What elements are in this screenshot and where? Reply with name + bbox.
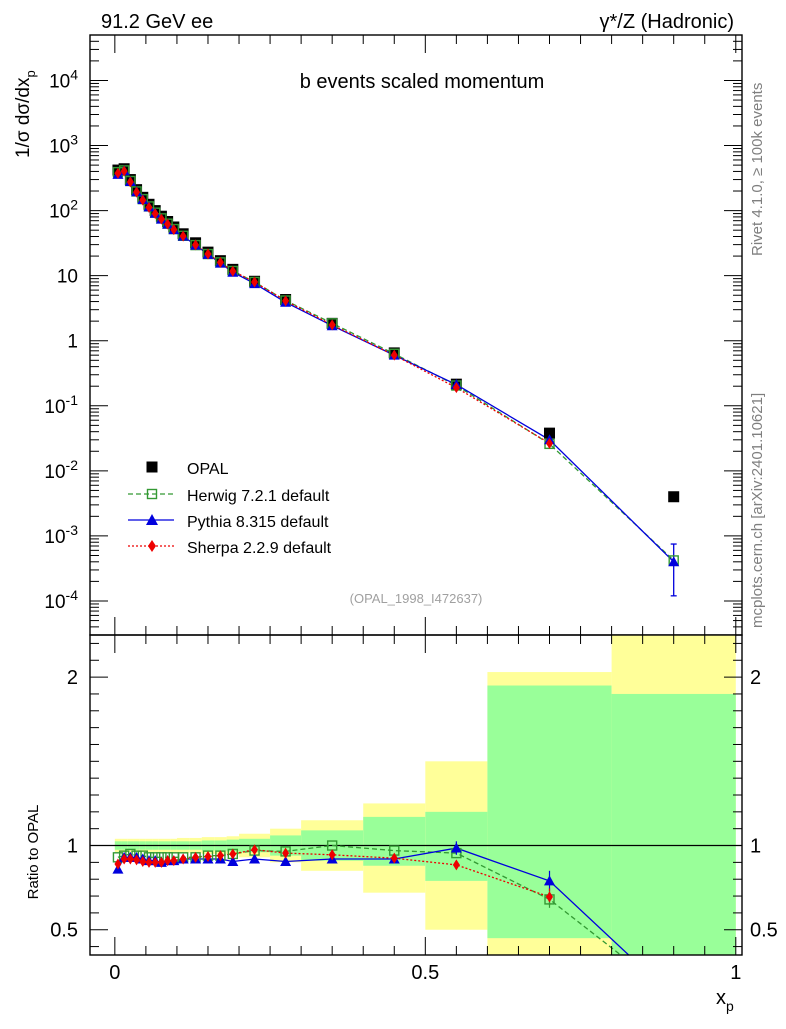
legend-label-opal: OPAL bbox=[187, 461, 229, 478]
ratio-marker-sherpa-16 bbox=[282, 847, 290, 859]
marker-sherpa-18 bbox=[390, 349, 398, 361]
ratio-ytick-label-right: 1 bbox=[750, 836, 761, 858]
marker-sherpa-11 bbox=[192, 239, 200, 251]
header-left: 91.2 GeV ee bbox=[101, 11, 213, 33]
marker-sherpa-20 bbox=[546, 437, 554, 449]
ratio-marker-sherpa-3 bbox=[133, 854, 141, 866]
legend: OPAL Herwig 7.2.1 default Pythia 8.315 def… bbox=[128, 461, 332, 557]
ratio-marker-sherpa-14 bbox=[229, 848, 237, 860]
ratio-y-axis-label: Ratio to OPAL bbox=[25, 805, 42, 900]
ratio-ytick-label-right: 2 bbox=[750, 667, 761, 689]
ratio-marker-pythia-16 bbox=[280, 856, 292, 867]
ratio-ytick-label-left: 2 bbox=[67, 667, 78, 689]
marker-opal-21 bbox=[668, 491, 680, 503]
marker-sherpa-5 bbox=[145, 201, 153, 213]
ratio-marker-sherpa-1 bbox=[120, 853, 128, 865]
legend-label-pythia: Pythia 8.315 default bbox=[187, 514, 329, 531]
ratio-marker-sherpa-8 bbox=[164, 855, 172, 867]
ratio-marker-sherpa-10 bbox=[179, 853, 187, 865]
ratio-marker-pythia-20 bbox=[544, 875, 556, 886]
marker-sherpa-16 bbox=[282, 295, 290, 307]
marker-sherpa-3 bbox=[133, 186, 141, 198]
main-title: b events scaled momentum bbox=[300, 71, 545, 93]
x-axis-label: xp bbox=[716, 987, 734, 1014]
marker-sherpa-7 bbox=[157, 213, 165, 225]
ratio-xtick-label: 0.5 bbox=[411, 962, 439, 984]
ratio-ytick-label-left: 1 bbox=[67, 836, 78, 858]
ratio-frame: 0.5 0.5 1 1 2 2 0 0.5 1 bbox=[50, 634, 778, 984]
main-ytick-label: 104 bbox=[49, 66, 78, 92]
marker-sherpa-17 bbox=[328, 319, 336, 331]
ratio-marker-sherpa-19 bbox=[452, 859, 460, 871]
ratio-marker-sherpa-5 bbox=[145, 856, 153, 868]
ratio-xtick-label: 0 bbox=[109, 962, 120, 984]
main-ytick-label: 10 bbox=[57, 267, 78, 288]
ratio-marker-sherpa-18 bbox=[390, 852, 398, 864]
marker-opal-20 bbox=[544, 427, 556, 439]
marker-sherpa-8 bbox=[164, 218, 172, 230]
ratio-ytick-label-right: 0.5 bbox=[750, 920, 778, 942]
ratio-markers bbox=[112, 840, 556, 905]
main-y-axis-label: 1/σ dσ/dxp bbox=[13, 70, 38, 158]
main-ytick-label: 10-2 bbox=[44, 457, 78, 483]
ratio-marker-sherpa-20 bbox=[546, 891, 554, 903]
ratio-marker-sherpa-0 bbox=[114, 858, 122, 870]
ratio-marker-sherpa-12 bbox=[204, 850, 212, 862]
main-ytick-label: 102 bbox=[49, 197, 78, 223]
marker-sherpa-2 bbox=[126, 176, 134, 188]
ratio-marker-sherpa-11 bbox=[192, 851, 200, 863]
ratio-marker-pythia-19 bbox=[450, 842, 462, 853]
header-right: γ*/Z (Hadronic) bbox=[600, 11, 734, 33]
ratio-marker-pythia-14 bbox=[227, 856, 239, 867]
marker-sherpa-14 bbox=[229, 265, 237, 277]
ratio-marker-sherpa-17 bbox=[328, 849, 336, 861]
ratio-plot: 0.5 0.5 1 1 2 2 0 0.5 1 bbox=[50, 634, 778, 984]
legend-marker-pythia bbox=[146, 514, 158, 525]
ratio-marker-sherpa-7 bbox=[157, 856, 165, 868]
legend-marker-herwig bbox=[146, 488, 158, 500]
side-label-bottom: mcplots.cern.ch [arXiv:2401.10621] bbox=[749, 393, 766, 628]
marker-sherpa-9 bbox=[170, 224, 178, 236]
band-inner-21 bbox=[611, 693, 736, 955]
legend-marker-opal bbox=[146, 461, 158, 473]
marker-sherpa-4 bbox=[139, 194, 147, 206]
ratio-marker-pythia-15 bbox=[249, 853, 261, 864]
ratio-marker-sherpa-4 bbox=[139, 856, 147, 868]
ratio-line-herwig bbox=[117, 844, 622, 955]
ratio-marker-sherpa-15 bbox=[251, 844, 259, 856]
marker-sherpa-15 bbox=[251, 276, 259, 288]
marker-sherpa-19 bbox=[452, 382, 460, 394]
marker-sherpa-6 bbox=[151, 208, 159, 220]
legend-marker-sherpa bbox=[148, 540, 156, 552]
marker-pythia-21 bbox=[668, 556, 680, 567]
ratio-xtick-label: 1 bbox=[730, 962, 741, 984]
main-ytick-label: 10-3 bbox=[44, 522, 78, 548]
main-ytick-label: 10-1 bbox=[44, 392, 78, 418]
marker-sherpa-13 bbox=[216, 256, 224, 268]
legend-label-herwig: Herwig 7.2.1 default bbox=[187, 488, 330, 505]
marker-sherpa-10 bbox=[179, 230, 187, 242]
ratio-marker-sherpa-6 bbox=[151, 856, 159, 868]
ratio-marker-sherpa-13 bbox=[216, 850, 224, 862]
main-ytick-label: 10-4 bbox=[44, 587, 78, 613]
reference-label: (OPAL_1998_I472637) bbox=[350, 591, 483, 606]
ratio-marker-sherpa-9 bbox=[170, 855, 178, 867]
main-markers bbox=[112, 163, 680, 567]
main-ytick-label: 103 bbox=[49, 132, 78, 158]
marker-sherpa-0 bbox=[114, 167, 122, 179]
main-ytick-label: 1 bbox=[67, 332, 78, 353]
ratio-ytick-label-left: 0.5 bbox=[50, 920, 78, 942]
marker-sherpa-12 bbox=[204, 248, 212, 260]
ratio-marker-herwig-17 bbox=[326, 840, 338, 851]
ratio-marker-sherpa-2 bbox=[126, 853, 134, 865]
marker-sherpa-1 bbox=[120, 165, 128, 177]
side-label-top: Rivet 4.1.0, ≥ 100k events bbox=[749, 83, 766, 256]
legend-label-sherpa: Sherpa 2.2.9 default bbox=[187, 540, 332, 557]
